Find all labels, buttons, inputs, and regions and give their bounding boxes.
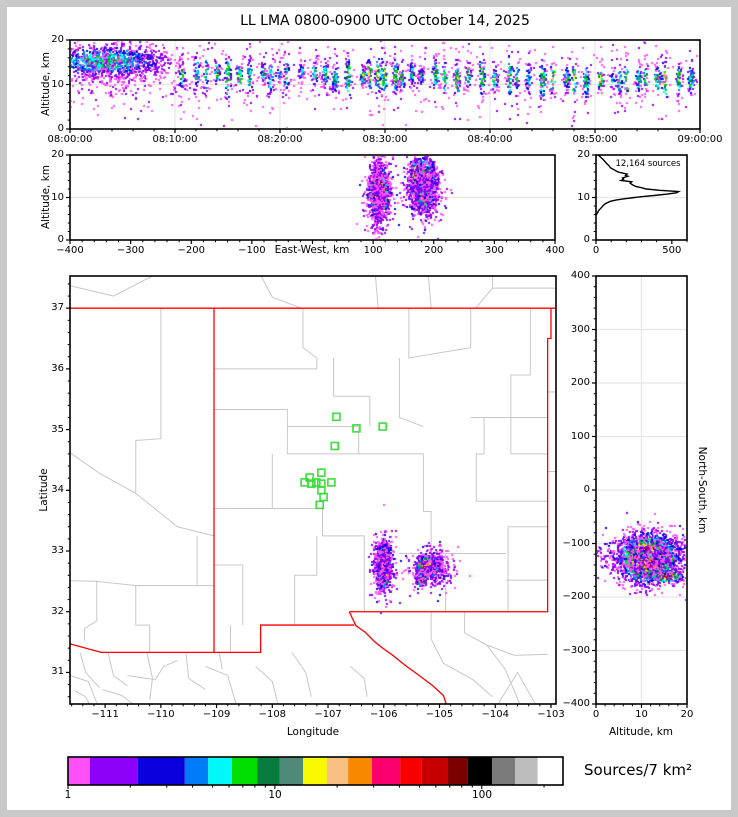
ns_height-xtick: 0 — [592, 709, 600, 720]
plan_map-ytick: 34 — [51, 484, 64, 496]
ns_height-panel — [592, 275, 688, 708]
plan_map-xtick: −108 — [258, 709, 287, 720]
plan_map-ytick: 31 — [51, 666, 64, 678]
plan_map-xtick: −111 — [91, 709, 119, 720]
colorbar — [67, 756, 564, 789]
colorbar-tick-1: 1 — [64, 789, 72, 801]
ew-panel-xlabel: East-West, km — [271, 244, 353, 256]
ew_height-xtick: 400 — [545, 245, 565, 256]
lma-station-markers — [300, 412, 387, 510]
height_hist-xtick: 500 — [662, 245, 682, 256]
ns_height-ytick: 100 — [570, 430, 590, 442]
figure-title: LL LMA 0800-0900 UTC October 14, 2025 — [240, 13, 530, 29]
plan_map-ytick: 33 — [51, 545, 64, 556]
plan_map-frame — [69, 275, 557, 705]
ns_height-ytick: −100 — [562, 537, 590, 549]
time_height-xtick: 08:50:00 — [572, 134, 618, 145]
height_hist-ytick: 0 — [583, 234, 590, 245]
ns_height-ytick: 200 — [570, 377, 590, 388]
ew_height-ytick: 20 — [51, 149, 64, 160]
county-borders — [69, 275, 556, 705]
state-borders — [69, 307, 556, 705]
ns_height-ytick: 300 — [570, 323, 590, 335]
ns_height-ticks — [592, 275, 688, 708]
plan_map-ytick: 32 — [51, 605, 64, 617]
time_height-ticks — [66, 39, 701, 133]
time_height-panel — [66, 39, 701, 133]
ew_height-ytick: 10 — [51, 191, 64, 203]
plan_map-ytick: 37 — [51, 302, 64, 314]
ew_height-xtick: −200 — [177, 245, 205, 256]
time_height-xtick: 08:30:00 — [362, 134, 408, 145]
plan_map-xtick: −107 — [314, 709, 342, 720]
ns_height-xtick: 10 — [635, 709, 648, 720]
height_hist-xtick: 0 — [592, 245, 600, 256]
height_hist-ytick: 10 — [577, 191, 590, 203]
colorbar-tick-10: 10 — [268, 789, 282, 801]
map-xlabel: Longitude — [286, 726, 340, 738]
plan_map-ytick: 36 — [51, 362, 64, 374]
plan_map-xtick: −110 — [147, 709, 175, 720]
plan_map-xtick: −105 — [425, 709, 454, 720]
plan_map-xtick: −109 — [202, 709, 231, 720]
plan_map-xtick: −103 — [537, 709, 565, 720]
colorbar-tick-100: 100 — [471, 789, 493, 801]
ns-panel-ylabel: North-South, km — [696, 446, 708, 534]
time_height-xtick: 09:00:00 — [677, 134, 723, 145]
ns_height-ytick: 0 — [583, 484, 590, 495]
source-count-annotation: 12,164 sources — [615, 159, 681, 169]
ns_height-xtick: 20 — [680, 709, 694, 720]
height_hist-ytick: 20 — [577, 149, 590, 160]
ew_height-xtick: −300 — [116, 245, 145, 256]
time_height-ytick: 20 — [51, 34, 64, 45]
plan_map-ytick: 35 — [51, 423, 64, 435]
ns_height-ytick: −200 — [562, 591, 590, 602]
ew_height-xtick: −100 — [238, 245, 266, 256]
plan_map-panel — [66, 275, 557, 708]
time_height-ytick: 0 — [57, 123, 64, 134]
ew_height-xtick: −400 — [56, 245, 84, 256]
ns_height-ytick: −400 — [562, 698, 590, 709]
ew_height-panel — [66, 154, 556, 244]
ew_height-ytick: 0 — [57, 234, 64, 245]
plan_map-xtick: −104 — [481, 709, 509, 720]
plan_map-xtick: −106 — [370, 709, 398, 720]
time_height-xtick: 08:20:00 — [257, 134, 303, 145]
time_height-ytick: 10 — [51, 78, 64, 90]
time_height-xtick: 08:40:00 — [467, 134, 513, 145]
time_height-xtick: 08:00:00 — [47, 134, 93, 145]
ew_height-xtick: 200 — [424, 245, 444, 256]
ns_height-ytick: 400 — [570, 270, 590, 281]
ns-panel-xlabel: Altitude, km — [608, 726, 674, 738]
ew_height-ticks — [66, 154, 556, 244]
colorbar-label: Sources/7 km² — [584, 761, 693, 779]
ns_height-ytick: −300 — [562, 644, 590, 656]
time_height-xtick: 08:10:00 — [152, 134, 198, 145]
ew_height-xtick: 300 — [484, 245, 504, 256]
ew_height-xtick: 100 — [363, 245, 383, 256]
